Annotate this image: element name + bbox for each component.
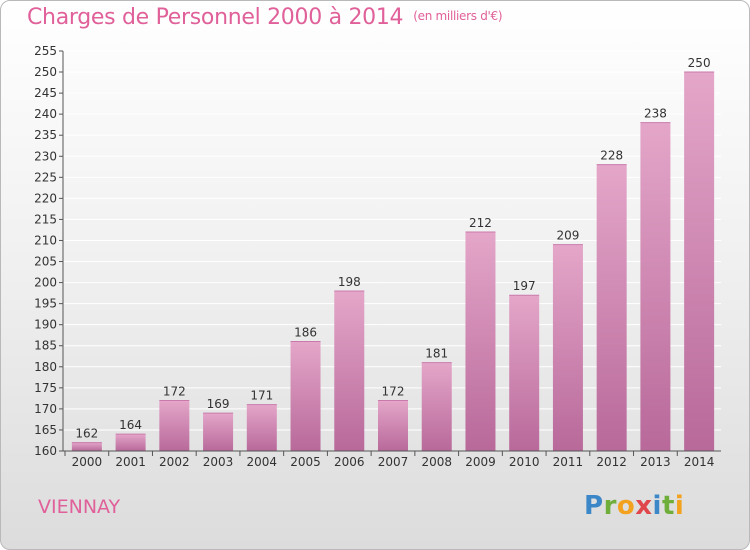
value-label: 212 bbox=[469, 216, 492, 230]
proxiti-logo: Proxiti bbox=[584, 491, 684, 521]
logo-letter: P bbox=[584, 491, 604, 521]
value-label: 162 bbox=[75, 427, 98, 441]
y-tick-label: 170 bbox=[34, 402, 57, 416]
logo-letter: r bbox=[603, 491, 617, 521]
value-label: 186 bbox=[294, 326, 317, 340]
axes: 160 165 170 175 180 185 190 195 200 205 210 215 220 2… bbox=[34, 44, 721, 469]
value-label: 169 bbox=[207, 397, 230, 411]
chart-unit: (en milliers d'€) bbox=[413, 9, 503, 23]
commune-name: VIENNAY bbox=[38, 496, 121, 518]
y-tick-label: 205 bbox=[34, 255, 57, 269]
y-tick-label: 220 bbox=[34, 191, 57, 205]
value-label: 228 bbox=[600, 149, 623, 163]
bar bbox=[246, 404, 277, 451]
x-tick-label: 2014 bbox=[684, 455, 715, 469]
x-tick-label: 2000 bbox=[72, 455, 103, 469]
y-tick-label: 200 bbox=[34, 276, 57, 290]
bar bbox=[640, 122, 671, 451]
bar bbox=[421, 362, 452, 451]
x-tick-label: 2008 bbox=[421, 455, 452, 469]
bar bbox=[203, 413, 234, 451]
x-tick-label: 2005 bbox=[290, 455, 321, 469]
chart-title-text: Charges de Personnel 2000 à 2014 bbox=[27, 5, 404, 30]
y-tick-label: 255 bbox=[34, 44, 57, 58]
y-tick-label: 240 bbox=[34, 107, 57, 121]
y-tick-label: 160 bbox=[34, 444, 57, 458]
value-label: 209 bbox=[556, 229, 579, 243]
x-tick-label: 2006 bbox=[334, 455, 365, 469]
bar bbox=[465, 232, 496, 451]
logo-letter: x bbox=[635, 491, 653, 521]
y-tick-label: 180 bbox=[34, 360, 57, 374]
y-tick-label: 190 bbox=[34, 318, 57, 332]
value-label: 172 bbox=[382, 384, 405, 398]
y-tick-label: 210 bbox=[34, 233, 57, 247]
y-tick-label: 215 bbox=[34, 212, 57, 226]
x-tick-label: 2012 bbox=[596, 455, 627, 469]
value-label: 238 bbox=[644, 107, 667, 121]
y-tick-label: 195 bbox=[34, 297, 57, 311]
logo-letter: o bbox=[616, 491, 636, 521]
y-tick-label: 225 bbox=[34, 170, 57, 184]
logo-letter: t bbox=[661, 491, 675, 521]
y-tick-label: 175 bbox=[34, 381, 57, 395]
logo-letter: i bbox=[674, 491, 685, 521]
logo-letter: i bbox=[652, 491, 662, 521]
x-tick-label: 2011 bbox=[553, 455, 584, 469]
x-tick-label: 2009 bbox=[465, 455, 496, 469]
value-label: 250 bbox=[688, 56, 711, 70]
y-tick-label: 235 bbox=[34, 128, 57, 142]
bar bbox=[290, 341, 321, 451]
x-tick-label: 2001 bbox=[115, 455, 146, 469]
x-tick-label: 2007 bbox=[378, 455, 409, 469]
bar bbox=[71, 442, 102, 451]
chart-title: Charges de Personnel 2000 à 2014 (en mill… bbox=[27, 5, 503, 30]
value-label: 171 bbox=[250, 389, 273, 403]
bar bbox=[509, 295, 540, 451]
bar bbox=[552, 244, 583, 451]
bar bbox=[378, 400, 408, 451]
y-tick-label: 185 bbox=[34, 339, 57, 353]
bar bbox=[115, 434, 146, 451]
bars: 162 164 172 169 171 186 198 172 181 212 197 209 228 2… bbox=[71, 56, 715, 451]
value-label: 172 bbox=[163, 384, 186, 398]
y-tick-label: 230 bbox=[34, 149, 57, 163]
bar bbox=[334, 291, 365, 451]
y-tick-label: 165 bbox=[34, 423, 57, 437]
x-tick-label: 2002 bbox=[159, 455, 190, 469]
bar bbox=[684, 72, 715, 451]
value-label: 164 bbox=[119, 418, 142, 432]
x-tick-label: 2013 bbox=[640, 455, 671, 469]
value-label: 197 bbox=[513, 279, 536, 293]
y-tick-label: 245 bbox=[34, 86, 57, 100]
y-tick-label: 250 bbox=[34, 65, 57, 79]
x-tick-label: 2004 bbox=[247, 455, 278, 469]
x-tick-label: 2003 bbox=[203, 455, 234, 469]
value-label: 198 bbox=[338, 275, 361, 289]
value-label: 181 bbox=[425, 347, 448, 361]
x-tick-label: 2010 bbox=[509, 455, 540, 469]
bar bbox=[159, 400, 190, 451]
bar bbox=[596, 164, 627, 451]
